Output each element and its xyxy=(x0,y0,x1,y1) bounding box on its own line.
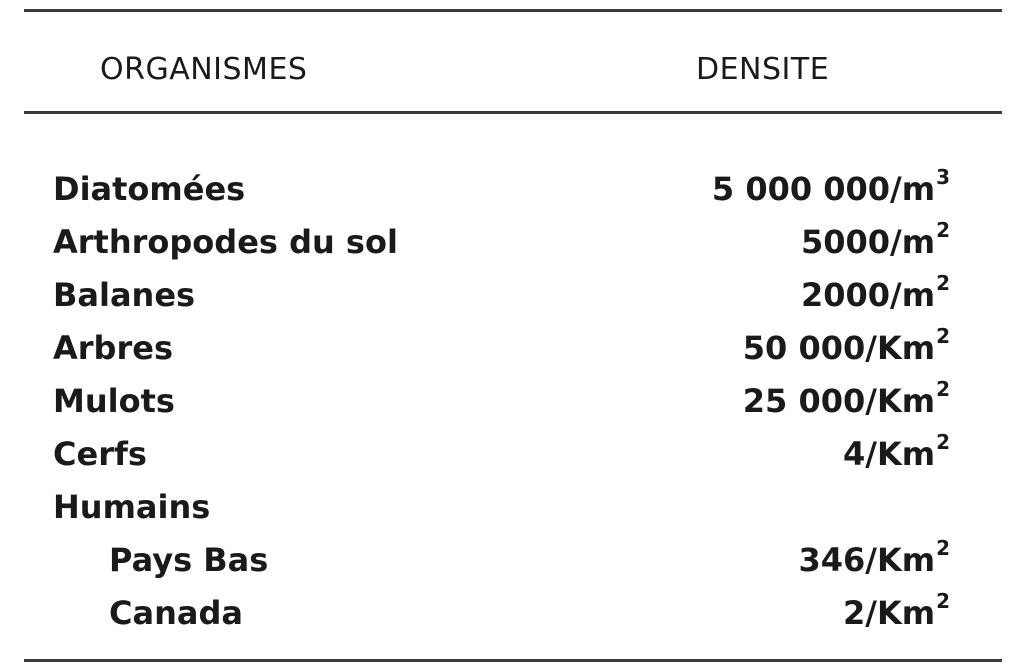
organism-name: Mulots xyxy=(53,382,175,420)
density-value: 5 000 000/m3 xyxy=(712,163,950,216)
table-row: Diatomées 5 000 000/m3 xyxy=(0,163,1025,216)
header-organisms: ORGANISMES xyxy=(100,52,308,87)
bottom-rule xyxy=(24,659,1002,662)
density-exponent: 2 xyxy=(936,536,950,561)
header-rule xyxy=(24,111,1002,114)
density-value xyxy=(949,481,950,534)
density-value: 4/Km2 xyxy=(843,428,950,481)
density-value: 2/Km2 xyxy=(843,587,950,640)
density-value: 25 000/Km2 xyxy=(743,375,950,428)
organism-name: Balanes xyxy=(53,276,196,314)
header-density: DENSITE xyxy=(696,52,830,87)
table-row: Balanes 2000/m2 xyxy=(0,269,1025,322)
density-value: 50 000/Km2 xyxy=(743,322,950,375)
table-row: Humains xyxy=(0,481,1025,534)
density-value: 346/Km2 xyxy=(798,534,950,587)
table-row: Mulots 25 000/Km2 xyxy=(0,375,1025,428)
density-exponent: 2 xyxy=(936,430,950,455)
organism-name: Arthropodes du sol xyxy=(53,223,398,261)
table-row: Cerfs 4/Km2 xyxy=(0,428,1025,481)
organism-name: Diatomées xyxy=(53,170,246,208)
density-exponent: 2 xyxy=(936,324,950,349)
table-row: Arbres 50 000/Km2 xyxy=(0,322,1025,375)
organism-name: Cerfs xyxy=(53,435,147,473)
organism-name: Pays Bas xyxy=(109,541,269,579)
density-base: 2/Km xyxy=(842,594,936,632)
density-base: 5 000 000/m xyxy=(711,170,936,208)
table-body: Diatomées 5 000 000/m3 Arthropodes du sol 5… xyxy=(0,163,1025,640)
density-exponent: 2 xyxy=(936,377,950,402)
organism-name: Humains xyxy=(53,488,211,526)
density-exponent: 3 xyxy=(936,165,950,190)
density-value: 5000/m2 xyxy=(801,216,950,269)
table-row: Canada 2/Km2 xyxy=(0,587,1025,640)
density-base: 5000/m xyxy=(800,223,936,261)
density-base: 4/Km xyxy=(842,435,936,473)
top-rule xyxy=(24,9,1002,12)
density-base: 2000/m xyxy=(800,276,936,314)
organism-name: Canada xyxy=(109,594,243,632)
density-exponent: 2 xyxy=(936,218,950,243)
density-base: 346/Km xyxy=(798,541,936,579)
density-base: 25 000/Km xyxy=(742,382,936,420)
density-base: 50 000/Km xyxy=(742,329,936,367)
table-row: Pays Bas 346/Km2 xyxy=(0,534,1025,587)
density-exponent: 2 xyxy=(936,589,950,614)
organism-name: Arbres xyxy=(53,329,173,367)
density-value: 2000/m2 xyxy=(801,269,950,322)
density-exponent: 2 xyxy=(936,271,950,296)
table-row: Arthropodes du sol 5000/m2 xyxy=(0,216,1025,269)
